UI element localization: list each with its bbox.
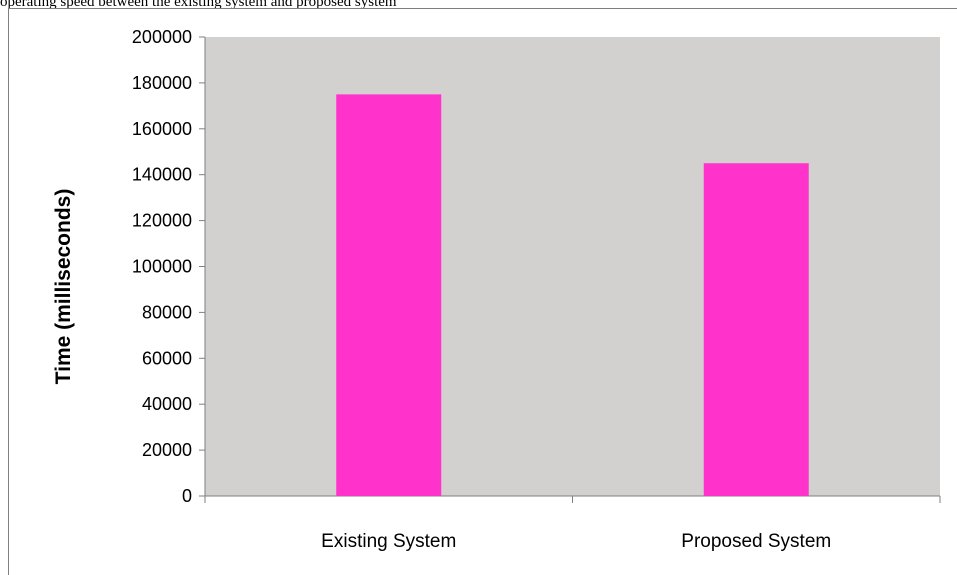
plot-area xyxy=(205,37,940,496)
y-tick-label: 180000 xyxy=(132,73,192,93)
bar xyxy=(703,163,809,496)
caption-text: operating speed between the existing sys… xyxy=(0,0,397,8)
x-category-label: Proposed System xyxy=(681,531,831,552)
y-tick-label: 120000 xyxy=(132,211,192,231)
y-tick-label: 60000 xyxy=(142,348,192,368)
y-tick-label: 40000 xyxy=(142,394,192,414)
y-tick-label: 20000 xyxy=(142,440,192,460)
y-axis-title: Time (milliseconds) xyxy=(52,189,75,385)
x-category-label: Existing System xyxy=(321,531,456,552)
y-axis: 0 20000 40000 60000 80000 100000 120000 140000 1… xyxy=(132,27,206,506)
y-tick-label: 100000 xyxy=(132,257,192,277)
y-tick-label: 160000 xyxy=(132,119,192,139)
y-tick-label: 80000 xyxy=(142,302,192,322)
y-tick-label: 0 xyxy=(182,486,192,506)
bars xyxy=(336,94,809,496)
x-axis: Existing System Proposed System xyxy=(204,495,941,552)
y-tick-label: 200000 xyxy=(132,27,192,47)
y-tick-label: 140000 xyxy=(132,165,192,185)
bar xyxy=(336,94,442,496)
